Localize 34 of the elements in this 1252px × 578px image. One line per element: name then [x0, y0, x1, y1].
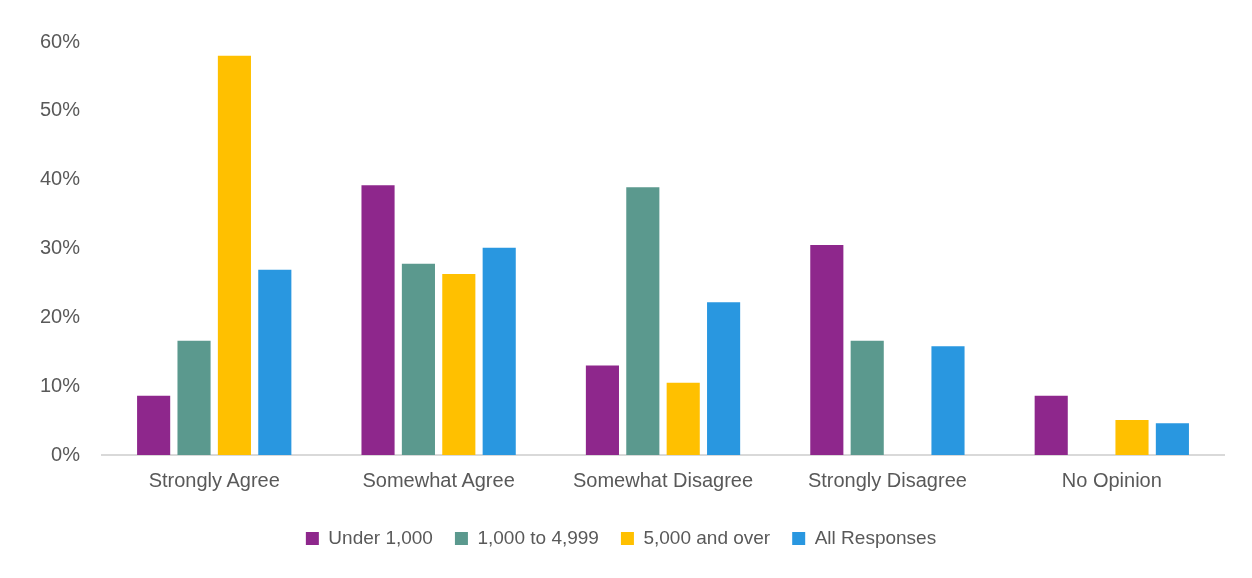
bar — [810, 245, 844, 455]
bar — [1155, 423, 1189, 455]
bar — [482, 247, 516, 455]
y-tick-label: 60% — [40, 29, 81, 52]
y-tick-label: 40% — [40, 167, 81, 190]
legend-label: Under 1,000 — [328, 526, 433, 548]
y-tick-label: 10% — [40, 373, 81, 396]
bar — [1034, 395, 1068, 455]
x-tick-label: Strongly Agree — [148, 468, 280, 491]
bar — [361, 185, 395, 455]
bar — [850, 340, 884, 455]
y-tick-label: 50% — [40, 98, 81, 121]
bar — [1115, 419, 1149, 455]
bar — [401, 263, 435, 455]
x-tick-label: Somewhat Agree — [362, 468, 515, 491]
y-tick-label: 30% — [40, 236, 81, 259]
bar — [666, 382, 700, 455]
y-tick-label: 0% — [51, 442, 81, 465]
x-tick-label: Strongly Disagree — [807, 468, 967, 491]
bar — [217, 55, 251, 455]
bar — [258, 269, 292, 455]
bar — [442, 273, 476, 455]
bar — [626, 187, 660, 455]
bar — [931, 346, 965, 455]
bar — [585, 365, 619, 455]
bar — [137, 395, 171, 455]
bar — [707, 302, 741, 455]
legend-label: 1,000 to 4,999 — [477, 526, 599, 548]
x-tick-label: No Opinion — [1061, 468, 1162, 491]
x-tick-label: Somewhat Disagree — [572, 468, 754, 491]
legend-label: 5,000 and over — [643, 526, 771, 548]
bar — [177, 340, 211, 455]
y-tick-label: 20% — [40, 304, 81, 327]
legend-label: All Responses — [814, 526, 937, 548]
